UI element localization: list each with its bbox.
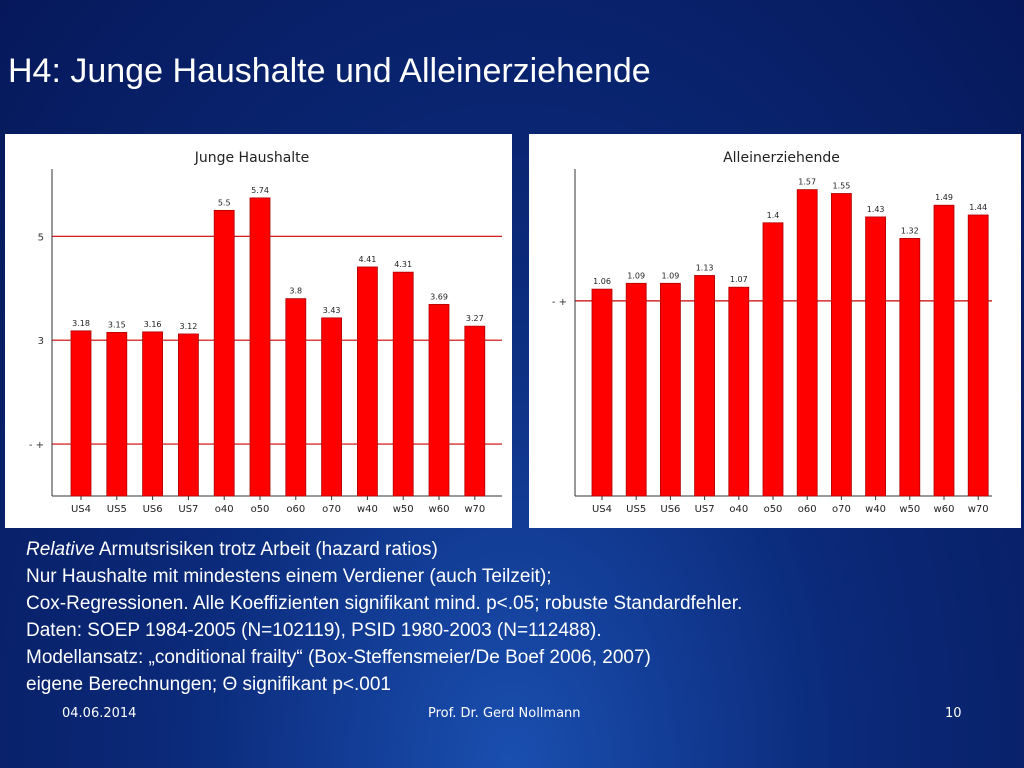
data-label: 1.09 xyxy=(661,271,679,280)
bar-w50 xyxy=(392,271,414,497)
x-tick-label: o50 xyxy=(764,504,783,515)
x-tick-label: o40 xyxy=(729,504,748,515)
chart-alleinerziehende: Alleinerziehende - + 1.06 US4 1.09 US5 1.09 US6… xyxy=(552,150,992,515)
data-label: 1.44 xyxy=(969,203,987,212)
bar-US6 xyxy=(142,331,164,497)
caption-line-5: Modellansatz: „conditional frailty“ (Box… xyxy=(26,647,651,668)
caption-line-4: Daten: SOEP 1984-2005 (N=102119), PSID 1… xyxy=(26,620,602,641)
data-label: 4.31 xyxy=(394,260,412,269)
caption-line-1: Relative Armutsrisiken trotz Arbeit (haz… xyxy=(26,536,1016,563)
data-label: 3.8 xyxy=(289,287,302,296)
x-tick-label: w40 xyxy=(865,504,886,515)
footer-date: 04.06.2014 xyxy=(62,706,137,721)
data-label: 3.43 xyxy=(323,306,341,315)
caption-line-1-text: Armutsrisiken trotz Arbeit (hazard ratio… xyxy=(94,539,438,560)
bar-US7 xyxy=(177,333,199,497)
data-label: 4.41 xyxy=(358,255,376,264)
x-tick-label: US5 xyxy=(626,504,646,515)
data-label: 5.74 xyxy=(251,186,269,195)
x-tick-label: o70 xyxy=(832,504,851,515)
x-tick-label: US5 xyxy=(107,504,127,515)
bar-w60 xyxy=(428,303,450,497)
chart-title: Alleinerziehende xyxy=(723,150,840,166)
y-tick-label: 3 xyxy=(38,336,44,347)
data-label: 1.06 xyxy=(593,277,611,286)
caption-line-3: Cox-Regressionen. Alle Koeffizienten sig… xyxy=(26,593,743,614)
data-label: 1.43 xyxy=(867,205,885,214)
y-tick-label: - + xyxy=(29,440,44,451)
bar-US6 xyxy=(659,282,681,497)
chart-junge-haushalte: Junge Haushalte - + 3 5 3.18 US4 3.15 US5 3.16 US… xyxy=(29,150,502,515)
footer-page-number: 10 xyxy=(945,706,962,721)
x-tick-label: US6 xyxy=(660,504,680,515)
x-tick-label: US4 xyxy=(592,504,612,515)
data-label: 3.15 xyxy=(108,320,126,329)
x-tick-label: o40 xyxy=(215,504,234,515)
data-label: 1.49 xyxy=(935,193,953,202)
data-label: 1.09 xyxy=(627,271,645,280)
x-tick-label: o60 xyxy=(286,504,305,515)
bar-w40 xyxy=(865,216,887,497)
bar-US5 xyxy=(106,332,128,497)
x-tick-label: US6 xyxy=(143,504,163,515)
data-label: 3.12 xyxy=(179,322,197,331)
x-tick-label: w60 xyxy=(934,504,955,515)
bar-o60 xyxy=(285,298,307,497)
footer-author: Prof. Dr. Gerd Nollmann xyxy=(428,706,581,721)
bar-o70 xyxy=(321,317,343,497)
data-label: 1.4 xyxy=(767,211,780,220)
x-tick-label: o70 xyxy=(322,504,341,515)
bar-US4 xyxy=(70,330,92,497)
caption: Relative Armutsrisiken trotz Arbeit (haz… xyxy=(26,536,1016,698)
chart-title: Junge Haushalte xyxy=(194,150,310,166)
bar-w70 xyxy=(967,214,989,497)
bar-o70 xyxy=(830,193,852,497)
x-tick-label: w40 xyxy=(357,504,378,515)
bar-o40 xyxy=(213,209,235,497)
x-tick-label: US7 xyxy=(178,504,198,515)
x-tick-label: w60 xyxy=(429,504,450,515)
caption-italic-word: Relative xyxy=(26,539,95,560)
data-label: 3.16 xyxy=(144,320,162,329)
y-tick-label: 5 xyxy=(38,232,44,243)
bar-o40 xyxy=(728,286,750,497)
data-label: 3.18 xyxy=(72,319,90,328)
x-tick-label: w50 xyxy=(899,504,920,515)
data-label: 3.27 xyxy=(466,314,484,323)
bar-o50 xyxy=(249,197,271,497)
bar-US4 xyxy=(591,288,613,497)
chart-panel-junge-haushalte: Junge Haushalte - + 3 5 3.18 US4 3.15 US5 3.16 US… xyxy=(5,134,512,528)
chart-panel-alleinerziehende: Alleinerziehende - + 1.06 US4 1.09 US5 1.09 US6… xyxy=(529,134,1021,528)
bar-o50 xyxy=(762,222,784,497)
x-tick-label: US7 xyxy=(695,504,715,515)
bar-o60 xyxy=(796,189,818,497)
caption-line-6: eigene Berechnungen; Θ signifikant p<.00… xyxy=(26,674,391,695)
bar-w60 xyxy=(933,204,955,497)
bar-w40 xyxy=(356,266,378,497)
x-tick-label: w70 xyxy=(968,504,989,515)
bar-US7 xyxy=(694,275,716,497)
data-label: 1.55 xyxy=(832,182,850,191)
data-label: 5.5 xyxy=(218,198,231,207)
caption-line-2: Nur Haushalte mit mindestens einem Verdi… xyxy=(26,566,552,587)
x-tick-label: o60 xyxy=(798,504,817,515)
x-tick-label: o50 xyxy=(251,504,270,515)
bar-w70 xyxy=(464,325,486,497)
data-label: 1.07 xyxy=(730,275,748,284)
x-tick-label: w50 xyxy=(393,504,414,515)
bar-US5 xyxy=(625,282,647,497)
data-label: 1.13 xyxy=(696,263,714,272)
x-tick-label: w70 xyxy=(464,504,485,515)
bar-w50 xyxy=(899,238,921,497)
y-tick-label: - + xyxy=(552,297,567,308)
data-label: 1.57 xyxy=(798,178,816,187)
data-label: 3.69 xyxy=(430,292,448,301)
slide-title: H4: Junge Haushalte und Alleinerziehende xyxy=(8,52,651,90)
data-label: 1.32 xyxy=(901,226,919,235)
x-tick-label: US4 xyxy=(71,504,91,515)
